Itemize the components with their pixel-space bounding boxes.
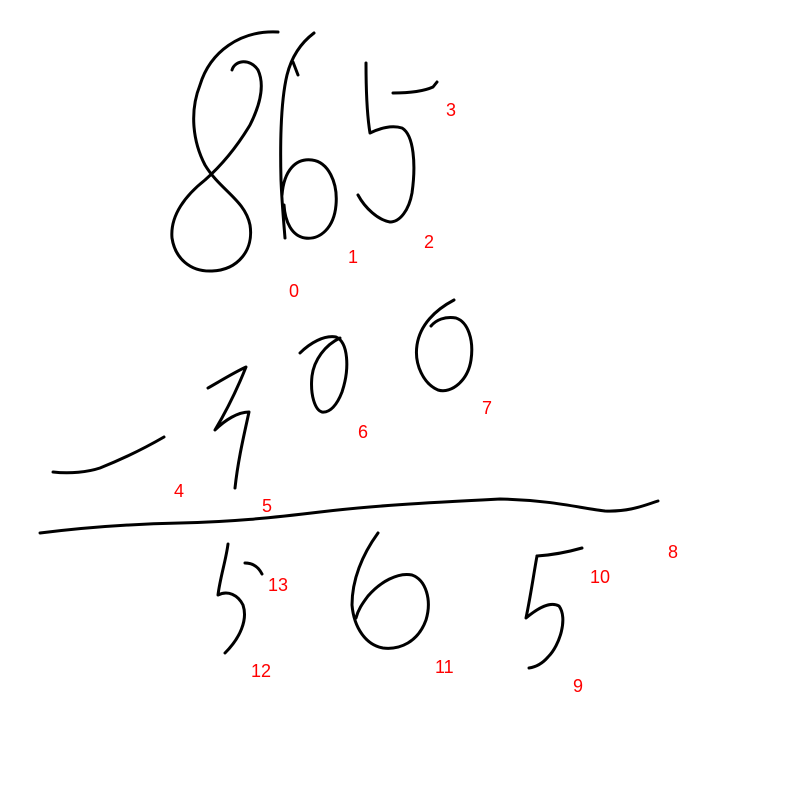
stroke-label-3: 3 xyxy=(446,100,457,120)
stroke-label-11: 11 xyxy=(435,657,454,677)
stroke-5-digit-3 xyxy=(206,365,251,490)
stroke-label-0: 0 xyxy=(289,281,300,301)
stroke-label-10: 10 xyxy=(590,567,611,587)
stroke-13-digit-5-cap xyxy=(243,561,264,576)
stroke-label-2: 2 xyxy=(424,232,435,252)
stroke-3-digit-5-cap xyxy=(391,80,439,95)
stroke-label-13: 13 xyxy=(268,575,289,595)
stroke-2-digit-5 xyxy=(356,61,416,224)
stroke-4-minus-sign xyxy=(51,435,166,475)
stroke-label-4: 4 xyxy=(174,481,185,501)
stroke-label-7: 7 xyxy=(482,398,493,418)
stroke-10-digit-5-cap xyxy=(535,546,584,558)
stroke-8-result-bar xyxy=(38,497,660,535)
stroke-label-5: 5 xyxy=(262,496,273,516)
stroke-0-digit-8 xyxy=(170,30,280,273)
stroke-11-digit-6 xyxy=(350,531,430,650)
stroke-label-12: 12 xyxy=(251,661,272,681)
stroke-label-8: 8 xyxy=(668,542,679,562)
stroke-label-6: 6 xyxy=(358,422,369,442)
stroke-7-digit-0 xyxy=(414,298,474,393)
stroke-label-1: 1 xyxy=(348,247,359,267)
stroke-6-digit-0 xyxy=(298,335,349,414)
stroke-label-9: 9 xyxy=(573,676,584,696)
stroke-9-digit-5 xyxy=(524,554,565,670)
stroke-12-digit-5 xyxy=(216,542,246,655)
stroke-1-digit-6 xyxy=(279,31,338,240)
